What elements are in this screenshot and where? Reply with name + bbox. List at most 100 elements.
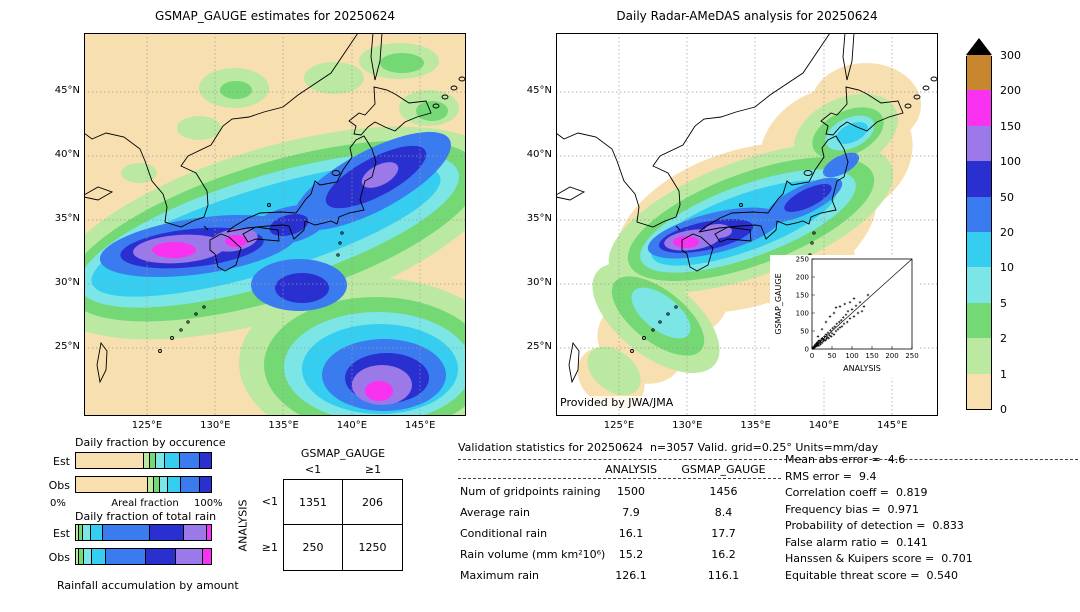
bar-segment xyxy=(155,453,166,468)
contingency-cell: 206 xyxy=(343,480,402,525)
bar-segment xyxy=(150,453,156,468)
bar-segment xyxy=(165,453,180,468)
lon-tick-label: 125°E xyxy=(603,420,635,431)
lat-tick-label: 40°N xyxy=(526,148,552,160)
colorbar-segment xyxy=(967,161,991,197)
validation-row: Conditional rain 16.1 17.7 xyxy=(458,527,798,547)
bar-segment xyxy=(102,525,151,540)
validation-analysis-value: 126.1 xyxy=(615,569,647,582)
bar-segment xyxy=(146,549,176,564)
summary-stat-line: Hanssen & Kuipers score = 0.701 xyxy=(785,552,973,565)
lat-tick-label: 30°N xyxy=(526,276,552,288)
bar-segment xyxy=(147,477,155,492)
validation-row: Num of gridpoints raining 1500 1456 xyxy=(458,485,798,505)
total-rain-title: Daily fraction of total rain xyxy=(75,510,217,523)
colorbar-level-label: 5 xyxy=(1000,296,1007,310)
divider xyxy=(458,478,781,479)
colorbar-segment xyxy=(967,338,991,374)
occurrence-obs-label: Obs xyxy=(48,479,70,492)
scatter-x-tick: 50 xyxy=(828,352,837,360)
colorbar-level-label: 50 xyxy=(1000,190,1014,204)
total-obs-bar xyxy=(75,548,212,565)
colorbar-level-label: 100 xyxy=(1000,155,1021,169)
validation-col-gsmap: GSMAP_GAUGE xyxy=(681,463,766,476)
left-map-title: GSMAP_GAUGE estimates for 20250624 xyxy=(155,9,395,23)
scatter-y-tick: 50 xyxy=(800,328,809,336)
colorbar-scale xyxy=(966,55,992,410)
colorbar-segment xyxy=(967,196,991,232)
scatter-x-tick: 100 xyxy=(845,352,858,360)
areal-fraction-min: 0% xyxy=(50,498,66,509)
lon-tick-label: 145°E xyxy=(876,420,908,431)
lat-tick-label: 35°N xyxy=(54,212,80,224)
validation-row-label: Rain volume (mm km²10⁶) xyxy=(460,548,606,561)
bar-segment xyxy=(181,477,201,492)
bar-segment xyxy=(200,477,211,492)
lon-tick-label: 145°E xyxy=(404,420,436,431)
bar-segment xyxy=(183,525,207,540)
data-credit: Provided by JWA/JMA xyxy=(560,396,674,409)
precipitation-layer xyxy=(84,43,466,416)
bar-segment xyxy=(90,525,103,540)
scatter-y-tick: 250 xyxy=(796,256,809,264)
colorbar-level-label: 150 xyxy=(1000,119,1021,133)
precipitation-layer xyxy=(577,63,921,409)
colorbar-level-label: 300 xyxy=(1000,49,1021,62)
summary-stat-line: Correlation coeff = 0.819 xyxy=(785,486,928,499)
colorbar-level-label: 1 xyxy=(1000,367,1007,381)
validation-row-label: Maximum rain xyxy=(460,569,539,582)
summary-stat-line: Mean abs error = 4.6 xyxy=(785,453,906,466)
summary-stat-line: Frequency bias = 0.971 xyxy=(785,502,920,516)
areal-fraction-label: Areal fraction xyxy=(111,498,179,509)
scatter-y-tick: 0 xyxy=(805,346,809,354)
summary-stat-line: False alarm ratio = 0.141 xyxy=(785,535,928,549)
bar-segment xyxy=(167,477,182,492)
scatter-y-tick: 150 xyxy=(796,292,809,300)
lon-tick-label: 135°E xyxy=(740,420,771,431)
contingency-cell: 250 xyxy=(284,525,343,570)
occurrence-est-label: Est xyxy=(53,455,70,468)
lon-tick-label: 140°E xyxy=(336,420,368,431)
radar-amedas-precipitation-map xyxy=(555,32,939,417)
lon-tick-label: 135°E xyxy=(268,420,299,431)
bar-segment xyxy=(82,525,91,540)
bar-segment xyxy=(179,453,201,468)
validation-analysis-value: 7.9 xyxy=(622,506,640,519)
occurrence-title: Daily fraction by occurence xyxy=(75,436,226,449)
contingency-row-label-ge1: ≥1 xyxy=(261,541,278,554)
bar-segment xyxy=(154,477,160,492)
summary-stat-line: Equitable threat score = 0.540 xyxy=(785,568,958,582)
scatter-y-tick: 100 xyxy=(796,310,809,318)
contingency-col-label-ge1: ≥1 xyxy=(364,463,382,476)
colorbar-level-label: 10 xyxy=(1000,261,1014,275)
colorbar-segment xyxy=(967,55,991,91)
validation-gsmap-value: 8.4 xyxy=(714,506,733,519)
bar-segment xyxy=(175,549,203,564)
divider xyxy=(458,459,1078,460)
validation-title: Validation statistics for 20250624 n=305… xyxy=(458,441,879,454)
validation-gsmap-value: 1456 xyxy=(709,485,738,498)
validation-gsmap-value: 116.1 xyxy=(707,569,740,582)
bar-segment xyxy=(76,477,148,492)
contingency-row-title: ANALYSIS xyxy=(236,499,250,552)
validation-col-analysis: ANALYSIS xyxy=(605,463,657,476)
summary-stat-line: RMS error = 9.4 xyxy=(785,469,877,483)
bar-segment xyxy=(76,525,79,540)
scatter-ylabel: GSMAP_GAUGE xyxy=(774,273,783,334)
scatter-points xyxy=(811,293,870,350)
validation-row: Maximum rain 126.1 116.1 xyxy=(458,569,798,589)
colorbar-segment xyxy=(967,232,991,268)
summary-stat-line: Probability of detection = 0.833 xyxy=(785,519,964,532)
total-est-bar xyxy=(75,524,212,541)
one-to-one-line xyxy=(811,258,913,350)
bar-segment xyxy=(78,525,83,540)
lat-tick-label: 45°N xyxy=(526,85,552,96)
bar-segment xyxy=(84,549,93,564)
contingency-row-label-lt1: <1 xyxy=(261,495,278,508)
colorbar-level-label: 20 xyxy=(1000,226,1014,239)
scatter-plot: ANALYSIS GSMAP_GAUGE 00 50 50 100 100 150 150 2… xyxy=(774,256,919,374)
colorbar-level-label: 200 xyxy=(1000,84,1021,98)
colorbar-segment xyxy=(967,302,991,339)
bar-segment xyxy=(202,549,211,564)
